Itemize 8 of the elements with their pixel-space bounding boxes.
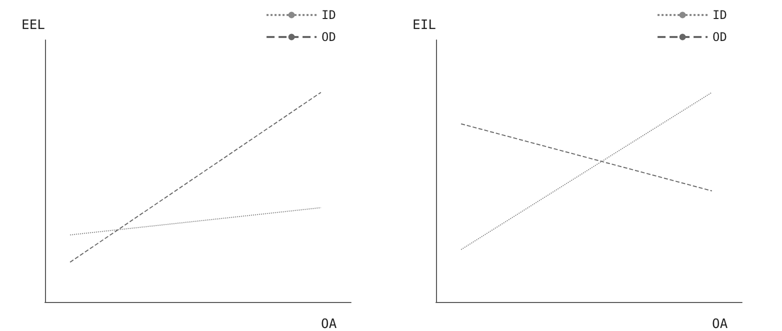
legend-label: OD [712,30,728,44]
legend-label: ID [322,8,336,22]
legend-label: OD [322,30,336,44]
legend-label: ID [712,8,728,22]
x-axis-title: OA [712,317,728,331]
y-axis-title: EIL [412,18,436,33]
y-axis-title: EEL [22,18,46,33]
x-axis-title: OA [321,317,337,331]
